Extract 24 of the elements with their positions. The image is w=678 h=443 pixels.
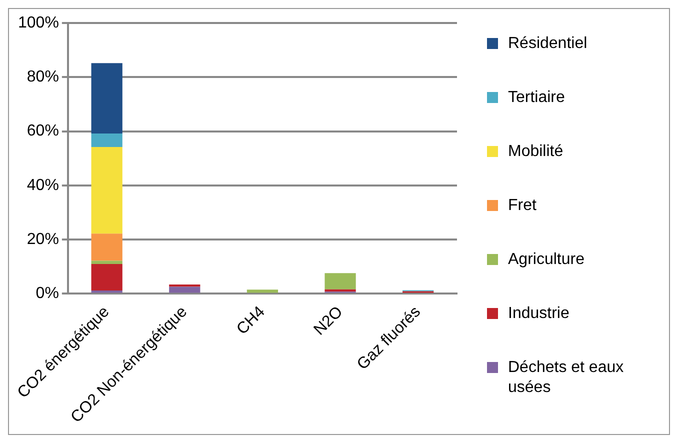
legend-label: Résidentiel — [508, 34, 588, 54]
bar — [91, 63, 122, 134]
y-tick-label: 40% — [26, 176, 59, 194]
legend-label: Tertiaire — [508, 88, 565, 108]
legend-label: Industrie — [508, 304, 570, 324]
bar — [91, 133, 122, 147]
y-tick-label: 100% — [18, 14, 59, 32]
bar — [246, 290, 278, 293]
bar — [91, 260, 122, 264]
y-tick-label: 60% — [26, 122, 59, 140]
bar — [169, 286, 200, 293]
x-tick-label: CH4 — [234, 303, 268, 338]
bar — [91, 264, 122, 290]
bar — [324, 289, 356, 292]
y-tick-label: 20% — [26, 230, 59, 248]
legend-label: Fret — [508, 196, 536, 216]
legend-label: Mobilité — [508, 142, 564, 162]
bar — [91, 146, 122, 234]
bar — [91, 234, 122, 261]
legend-label: Agriculture — [508, 250, 584, 270]
legend-label: Déchets et eaux usées — [508, 358, 625, 398]
y-tick-label: 0% — [36, 285, 59, 302]
y-tick-label: 80% — [26, 68, 59, 86]
bar — [324, 273, 356, 290]
